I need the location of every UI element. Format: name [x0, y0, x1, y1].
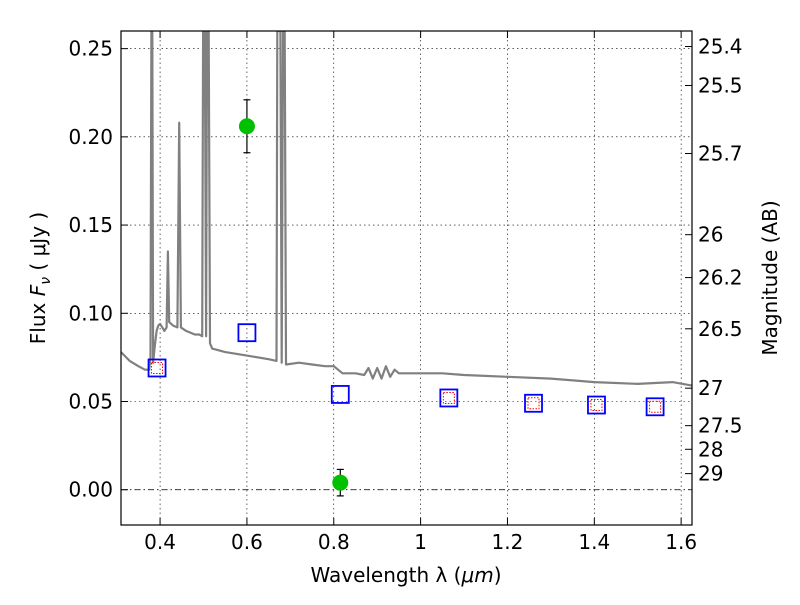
alt-model-flux-square	[442, 391, 455, 404]
plot-background	[121, 31, 692, 525]
model-flux-square	[524, 393, 543, 413]
y2-tick-label: 29	[698, 462, 723, 486]
y-tick-label: 0.05	[68, 390, 113, 414]
y-tick-label: 0.20	[68, 125, 113, 149]
tick-labels: 0.4 0.6 0.8 1 1.2 1.4 1.6 0.00 0.05 0.10 0.15 0.20 0…	[68, 35, 742, 554]
x-axis-title: Wavelength λ (μm)	[310, 563, 501, 587]
alt-model-flux-square	[590, 399, 603, 412]
model-flux-square	[147, 358, 167, 378]
y2-tick-label: 25.7	[698, 142, 743, 166]
alt-model-flux-square	[527, 397, 540, 410]
model-flux-square	[439, 388, 459, 408]
y2-tick-label: 27	[698, 376, 723, 400]
y-tick-label: 0.10	[68, 301, 113, 325]
series-layer	[121, 31, 692, 387]
spectrum-line	[121, 31, 692, 387]
y2-tick-label: 28	[698, 437, 723, 461]
alt-model-flux-square	[649, 400, 662, 413]
y2-tick-label: 25.5	[698, 74, 743, 98]
y2-tick-label: 26.2	[698, 266, 743, 290]
marker-layer	[147, 99, 665, 497]
y2-tick-label: 25.4	[698, 35, 743, 59]
x-tick-label: 0.6	[231, 530, 263, 554]
x-tick-label: 1.4	[578, 530, 610, 554]
y-tick-label: 0.00	[68, 478, 113, 502]
model-flux-square	[587, 395, 606, 415]
model-flux-square	[237, 323, 257, 343]
x-tick-label: 1.2	[492, 530, 524, 554]
x-tick-label: 1.6	[665, 530, 697, 554]
x-tick-label: 1	[414, 530, 427, 554]
y-tick-label: 0.25	[68, 37, 113, 61]
ticks	[121, 31, 692, 525]
y2-tick-label: 27.5	[698, 414, 743, 438]
x-tick-label: 0.8	[318, 530, 350, 554]
y2-tick-label: 26	[698, 223, 723, 247]
y-tick-label: 0.15	[68, 213, 113, 237]
alt-model-flux-square	[151, 361, 164, 374]
y2-tick-label: 26.5	[698, 317, 743, 341]
y2-axis-title: Magnitude (AB)	[758, 200, 782, 355]
x-tick-label: 0.4	[144, 530, 176, 554]
photometry-point	[332, 474, 349, 491]
model-flux-square	[330, 385, 350, 404]
photometry-point	[238, 118, 255, 135]
model-flux-square	[645, 397, 665, 417]
y-axis-title: Flux Fν ( μJy )	[26, 212, 54, 344]
